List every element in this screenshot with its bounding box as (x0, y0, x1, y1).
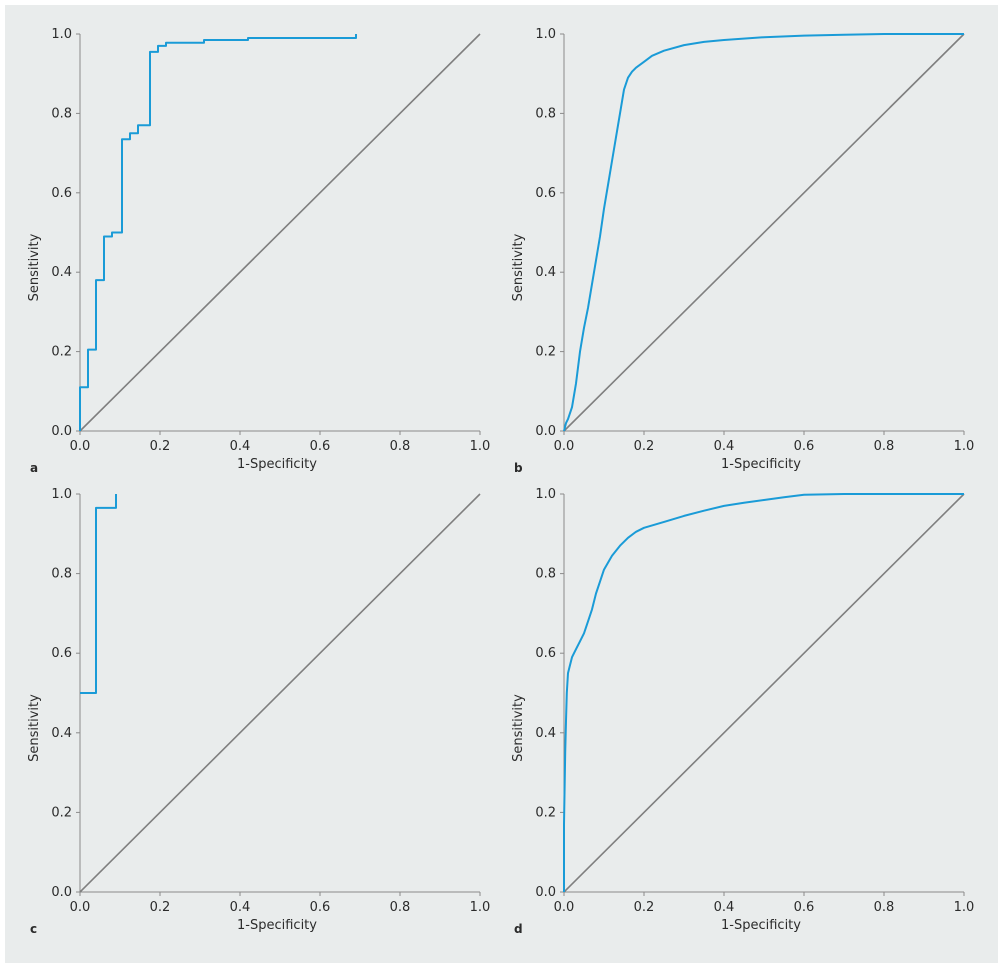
x-tick-label: 0.6 (310, 439, 331, 454)
roc-charts-svg: 0.0 0.2 0.4 0.6 0.8 1.0 0.0 0.2 0.4 0.6 0.8 1.0 1-Sp… (27, 27, 974, 936)
x-tick-label: 0.2 (634, 900, 655, 915)
x-axis-title: 1-Specificity (237, 918, 317, 933)
y-tick-label: 0.8 (51, 106, 72, 121)
x-tick-label: 0.4 (714, 900, 735, 915)
y-axis-title: Sensitivity (511, 233, 526, 301)
x-axis-title: 1-Specificity (237, 457, 317, 472)
x-tick-label: 0.8 (390, 900, 411, 915)
y-tick-label: 1.0 (51, 487, 72, 502)
panel-label-d: d (514, 922, 523, 936)
reference-diagonal-line (79, 33, 481, 432)
roc-curve-line (563, 33, 964, 432)
x-tick-label: 0.0 (554, 439, 575, 454)
x-tick-label: 0.6 (794, 900, 815, 915)
panel-label-c: c (30, 922, 37, 936)
x-tick-label: 1.0 (954, 439, 975, 454)
x-axis-title: 1-Specificity (721, 918, 801, 933)
x-tick-label: 0.2 (634, 439, 655, 454)
y-tick-label: 0.2 (535, 345, 556, 360)
y-tick-label: 1.0 (535, 27, 556, 42)
y-tick-label: 0.0 (51, 424, 72, 439)
y-tick-label: 0.4 (535, 265, 556, 280)
x-tick-label: 0.6 (310, 900, 331, 915)
y-tick-label: 0.4 (51, 726, 72, 741)
y-tick-label: 0.8 (535, 567, 556, 582)
y-axis-title: Sensitivity (27, 694, 42, 762)
chart-panel-a: 0.0 0.2 0.4 0.6 0.8 1.0 0.0 0.2 0.4 0.6 0.8 1.0 1-Sp… (27, 27, 490, 475)
y-tick-label: 0.8 (535, 106, 556, 121)
x-tick-label: 0.2 (150, 439, 171, 454)
y-tick-label: 0.6 (51, 646, 72, 661)
y-tick-label: 1.0 (51, 27, 72, 42)
x-tick-label: 0.8 (874, 900, 895, 915)
y-axis-title: Sensitivity (511, 694, 526, 762)
y-tick-label: 0.6 (535, 186, 556, 201)
x-tick-label: 1.0 (954, 900, 975, 915)
x-tick-label: 0.4 (230, 900, 251, 915)
x-axis-title: 1-Specificity (721, 457, 801, 472)
y-tick-label: 0.8 (51, 567, 72, 582)
y-tick-label: 0.0 (535, 424, 556, 439)
reference-diagonal-line (79, 493, 481, 893)
y-tick-label: 0.6 (51, 186, 72, 201)
x-tick-label: 0.8 (390, 439, 411, 454)
y-tick-label: 0.4 (51, 265, 72, 280)
panel-label-a: a (30, 461, 38, 475)
y-tick-label: 1.0 (535, 487, 556, 502)
y-tick-label: 0.4 (535, 726, 556, 741)
x-tick-label: 0.2 (150, 900, 171, 915)
x-tick-label: 0.0 (70, 439, 91, 454)
reference-diagonal-line (563, 493, 965, 893)
x-tick-label: 0.8 (874, 439, 895, 454)
chart-panel-b: 0.0 0.2 0.4 0.6 0.8 1.0 0.0 0.2 0.4 0.6 0.8 1.0 1-Sp… (511, 27, 974, 475)
y-tick-label: 0.2 (51, 345, 72, 360)
roc-curve-line (80, 494, 117, 694)
y-tick-label: 0.6 (535, 646, 556, 661)
y-tick-label: 0.0 (51, 885, 72, 900)
panel-label-b: b (514, 461, 523, 475)
chart-panel-d: 0.0 0.2 0.4 0.6 0.8 1.0 0.0 0.2 0.4 0.6 0.8 1.0 1-Sp… (511, 487, 974, 936)
roc-figure: 0.0 0.2 0.4 0.6 0.8 1.0 0.0 0.2 0.4 0.6 0.8 1.0 1-Sp… (5, 5, 998, 963)
roc-curve-line (79, 34, 357, 431)
y-axis-title: Sensitivity (27, 233, 42, 301)
roc-curve-line (563, 493, 964, 892)
x-tick-label: 0.6 (794, 439, 815, 454)
y-tick-label: 0.0 (535, 885, 556, 900)
x-tick-label: 0.0 (554, 900, 575, 915)
x-tick-label: 1.0 (470, 439, 491, 454)
x-tick-label: 1.0 (470, 900, 491, 915)
y-tick-label: 0.2 (535, 805, 556, 820)
y-tick-label: 0.2 (51, 805, 72, 820)
x-tick-label: 0.4 (714, 439, 735, 454)
reference-diagonal-line (563, 33, 965, 432)
x-tick-label: 0.0 (70, 900, 91, 915)
chart-panel-c: 0.0 0.2 0.4 0.6 0.8 1.0 0.0 0.2 0.4 0.6 0.8 1.0 1-Sp… (27, 487, 490, 936)
x-tick-label: 0.4 (230, 439, 251, 454)
